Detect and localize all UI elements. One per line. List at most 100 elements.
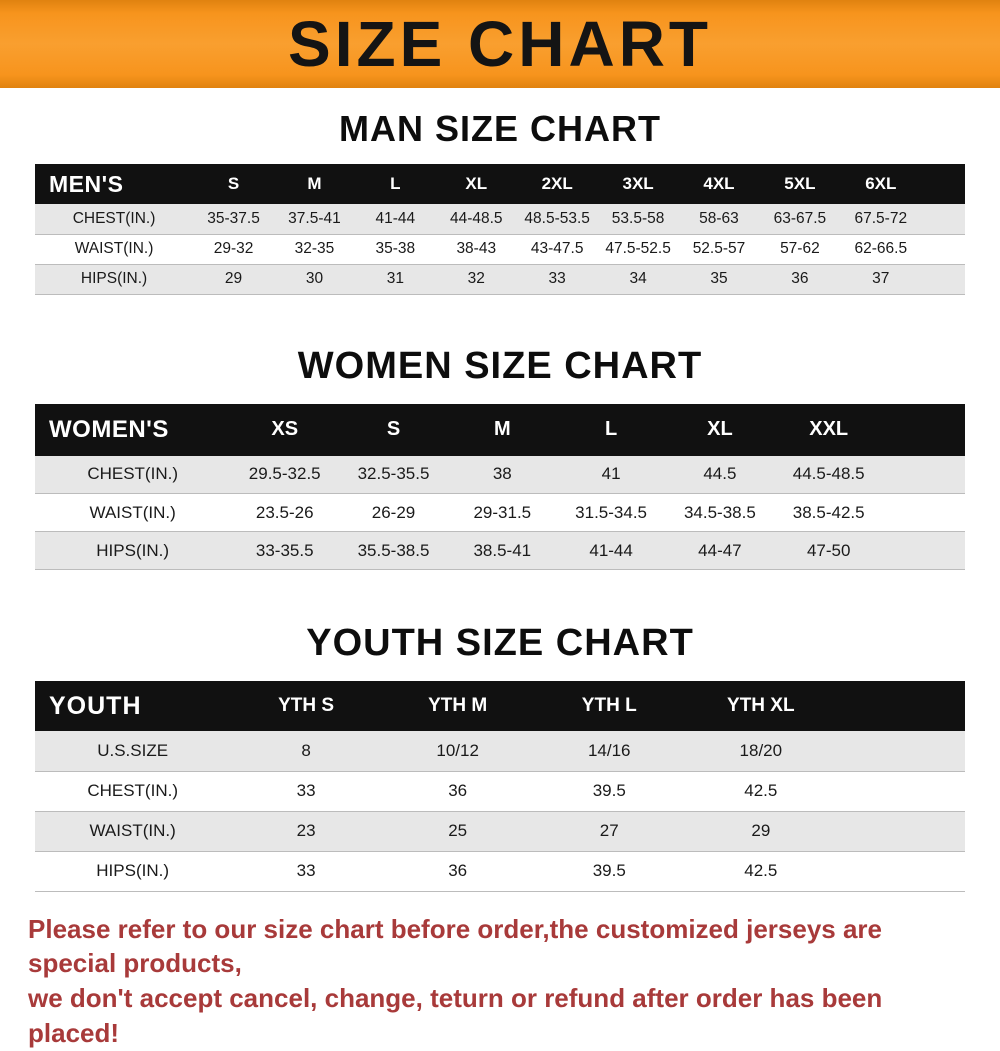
size-cell: 41-44 xyxy=(556,531,666,570)
order-policy-note: Please refer to our size chart before or… xyxy=(28,912,972,1051)
row-label: HIPS(IN.) xyxy=(35,264,194,295)
row-label: U.S.SIZE xyxy=(35,731,231,772)
size-cell: 33-35.5 xyxy=(230,531,340,570)
row-label: CHEST(IN.) xyxy=(35,455,231,494)
size-cell: 30 xyxy=(274,264,355,295)
size-cell: 41-44 xyxy=(354,204,436,235)
size-header-cell: 2XL xyxy=(516,164,598,204)
size-cell: 18/20 xyxy=(685,731,837,772)
size-header-cell: YTH L xyxy=(533,681,686,731)
banner-title: SIZE CHART xyxy=(288,8,712,80)
table-row: CHEST(IN.) 29.5-32.5 32.5-35.5 38 41 44.… xyxy=(35,455,965,494)
size-header-cell: YTH XL xyxy=(685,681,837,731)
youth-size-table: YOUTH YTH S YTH M YTH L YTH XL U.S.SIZE … xyxy=(35,681,965,892)
size-cell: 38.5-42.5 xyxy=(774,493,884,532)
size-header-cell: L xyxy=(556,403,666,456)
size-header-cell: 4XL xyxy=(678,164,760,204)
table-row: WAIST(IN.) 23 25 27 29 xyxy=(35,811,965,852)
size-cell: 38 xyxy=(447,455,557,494)
size-header-cell: XXL xyxy=(774,403,884,456)
size-cell: 35-37.5 xyxy=(193,204,274,235)
table-row: HIPS(IN.) 29 30 31 32 33 34 35 36 37 xyxy=(35,264,965,295)
table-row: HIPS(IN.) 33-35.5 35.5-38.5 38.5-41 41-4… xyxy=(35,531,965,570)
size-header-cell: XL xyxy=(665,403,775,456)
men-table-title: MEN'S xyxy=(35,164,194,204)
size-cell: 33 xyxy=(230,771,382,812)
size-cell: 33 xyxy=(516,264,598,295)
size-cell: 52.5-57 xyxy=(678,234,760,265)
size-cell: 32.5-35.5 xyxy=(339,455,448,494)
header-spacer xyxy=(836,681,965,731)
size-cell: 39.5 xyxy=(533,771,686,812)
row-label: HIPS(IN.) xyxy=(35,851,231,892)
spacer-cell xyxy=(921,204,965,235)
size-cell: 38.5-41 xyxy=(447,531,557,570)
size-cell: 53.5-58 xyxy=(597,204,679,235)
table-row: WAIST(IN.) 29-32 32-35 35-38 38-43 43-47… xyxy=(35,234,965,265)
men-size-table: MEN'S S M L XL 2XL 3XL 4XL 5XL 6XL CHEST… xyxy=(35,164,965,295)
size-cell: 41 xyxy=(556,455,666,494)
size-header-cell: XS xyxy=(230,403,340,456)
youth-section-heading: YOUTH SIZE CHART xyxy=(306,622,694,664)
size-cell: 29.5-32.5 xyxy=(230,455,340,494)
size-cell: 25 xyxy=(381,811,534,852)
row-label: CHEST(IN.) xyxy=(35,771,231,812)
row-label: WAIST(IN.) xyxy=(35,811,231,852)
size-cell: 31.5-34.5 xyxy=(556,493,666,532)
women-section-heading: WOMEN SIZE CHART xyxy=(297,344,703,387)
size-header-cell: M xyxy=(274,164,355,204)
men-header-row: MEN'S S M L XL 2XL 3XL 4XL 5XL 6XL xyxy=(35,164,965,204)
size-cell: 57-62 xyxy=(759,234,841,265)
women-size-table: WOMEN'S XS S M L XL XXL CHEST(IN.) 29.5-… xyxy=(35,403,965,570)
order-policy-line-2: we don't accept cancel, change, teturn o… xyxy=(28,983,883,1048)
size-cell: 8 xyxy=(230,731,382,772)
size-cell: 36 xyxy=(381,771,534,812)
size-cell: 35-38 xyxy=(354,234,436,265)
size-header-cell: 3XL xyxy=(597,164,679,204)
size-cell: 27 xyxy=(533,811,686,852)
size-header-cell: XL xyxy=(435,164,517,204)
table-row: CHEST(IN.) 35-37.5 37.5-41 41-44 44-48.5… xyxy=(35,204,965,235)
size-cell: 44.5-48.5 xyxy=(774,455,884,494)
spacer-cell xyxy=(883,455,965,494)
size-cell: 37.5-41 xyxy=(274,204,355,235)
table-row: WAIST(IN.) 23.5-26 26-29 29-31.5 31.5-34… xyxy=(35,493,965,532)
women-table-title: WOMEN'S xyxy=(35,403,231,456)
size-cell: 47-50 xyxy=(774,531,884,570)
size-cell: 29-31.5 xyxy=(447,493,557,532)
size-cell: 67.5-72 xyxy=(840,204,922,235)
size-cell: 34 xyxy=(597,264,679,295)
spacer-cell xyxy=(836,811,965,852)
header-spacer xyxy=(883,403,965,456)
size-cell: 34.5-38.5 xyxy=(665,493,775,532)
size-cell: 23.5-26 xyxy=(230,493,340,532)
size-header-cell: YTH S xyxy=(230,681,382,731)
size-cell: 62-66.5 xyxy=(840,234,922,265)
youth-table-title: YOUTH xyxy=(35,681,231,731)
women-header-row: WOMEN'S XS S M L XL XXL xyxy=(35,403,965,456)
spacer-cell xyxy=(836,771,965,812)
row-label: CHEST(IN.) xyxy=(35,204,194,235)
spacer-cell xyxy=(836,851,965,892)
size-cell: 42.5 xyxy=(685,771,837,812)
table-row: HIPS(IN.) 33 36 39.5 42.5 xyxy=(35,851,965,892)
size-cell: 35.5-38.5 xyxy=(339,531,448,570)
size-cell: 36 xyxy=(381,851,534,892)
size-cell: 32 xyxy=(435,264,517,295)
size-cell: 44-47 xyxy=(665,531,775,570)
size-cell: 14/16 xyxy=(533,731,686,772)
size-header-cell: M xyxy=(447,403,557,456)
size-cell: 23 xyxy=(230,811,382,852)
row-label: WAIST(IN.) xyxy=(35,234,194,265)
size-cell: 29 xyxy=(685,811,837,852)
size-cell: 58-63 xyxy=(678,204,760,235)
size-cell: 29 xyxy=(193,264,274,295)
size-header-cell: 5XL xyxy=(759,164,841,204)
order-policy-line-1: Please refer to our size chart before or… xyxy=(28,913,883,979)
size-cell: 39.5 xyxy=(533,851,686,892)
size-header-cell: S xyxy=(193,164,274,204)
men-section-heading: MAN SIZE CHART xyxy=(339,108,661,149)
size-cell: 31 xyxy=(354,264,436,295)
size-chart-banner: SIZE CHART xyxy=(0,0,1000,88)
size-cell: 44-48.5 xyxy=(435,204,517,235)
